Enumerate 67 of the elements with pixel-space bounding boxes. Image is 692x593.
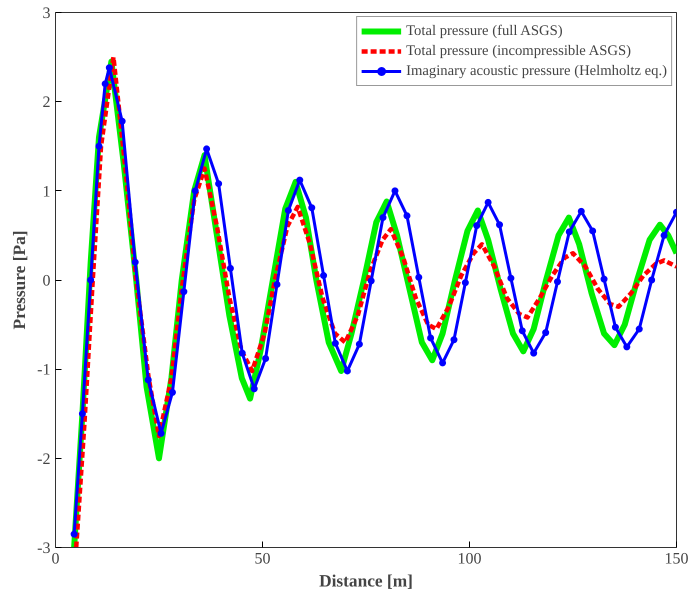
point <box>542 329 550 336</box>
legend-label: Total pressure (incompressible ASGS) <box>406 42 632 60</box>
point <box>78 410 86 418</box>
point <box>168 388 176 396</box>
y-tick-label: -2 <box>37 450 50 468</box>
point <box>566 228 573 236</box>
y-tick-label: 0 <box>42 272 50 290</box>
y-tick-label: -1 <box>37 362 50 379</box>
point <box>612 324 619 331</box>
point <box>450 336 458 344</box>
x-tick-label: 100 <box>458 550 482 568</box>
point <box>660 232 668 239</box>
y-tick-label: -3 <box>37 540 50 557</box>
point <box>203 145 210 152</box>
point <box>636 326 643 333</box>
point <box>415 274 422 281</box>
point <box>106 64 113 72</box>
point <box>578 208 585 215</box>
point <box>180 288 188 296</box>
point <box>238 350 246 357</box>
x-tick-label: 150 <box>664 550 688 568</box>
point <box>439 359 446 366</box>
point <box>226 264 234 272</box>
point <box>623 343 630 350</box>
point <box>215 180 222 188</box>
y-tick-label: 2 <box>42 94 50 112</box>
point <box>368 277 375 284</box>
point <box>95 142 102 150</box>
point <box>496 221 504 228</box>
point <box>427 334 434 342</box>
point <box>391 187 398 194</box>
point <box>87 276 94 284</box>
point <box>308 204 316 212</box>
y-tick-label: 3 <box>42 5 50 22</box>
point <box>320 272 328 280</box>
point <box>379 214 386 222</box>
x-axis-title: Distance [m] <box>319 572 413 590</box>
point <box>484 198 492 206</box>
point <box>70 530 78 538</box>
point <box>262 354 270 362</box>
legend-label: Imaginary acoustic pressure (Helmholtz eq.) <box>406 62 667 80</box>
point <box>530 350 538 357</box>
point <box>144 376 152 384</box>
x-tick-label: 50 <box>254 550 270 568</box>
point <box>102 80 109 88</box>
point <box>273 280 280 288</box>
point <box>192 187 199 194</box>
legend-label: Total pressure (full ASGS) <box>406 22 563 40</box>
point <box>250 385 258 392</box>
y-axis-title: Pressure [Pa] <box>10 230 30 330</box>
point <box>648 276 656 284</box>
y-tick-label: 1 <box>42 183 50 200</box>
point <box>356 340 363 348</box>
point <box>332 340 339 347</box>
point <box>118 118 126 125</box>
point <box>462 279 469 286</box>
point <box>158 430 165 437</box>
point <box>600 276 608 283</box>
point <box>518 327 526 334</box>
point <box>296 176 304 184</box>
point <box>554 278 561 286</box>
point <box>473 222 480 230</box>
point <box>132 258 139 266</box>
point <box>589 227 596 234</box>
point <box>507 274 514 282</box>
point <box>284 206 292 214</box>
point <box>403 212 410 220</box>
